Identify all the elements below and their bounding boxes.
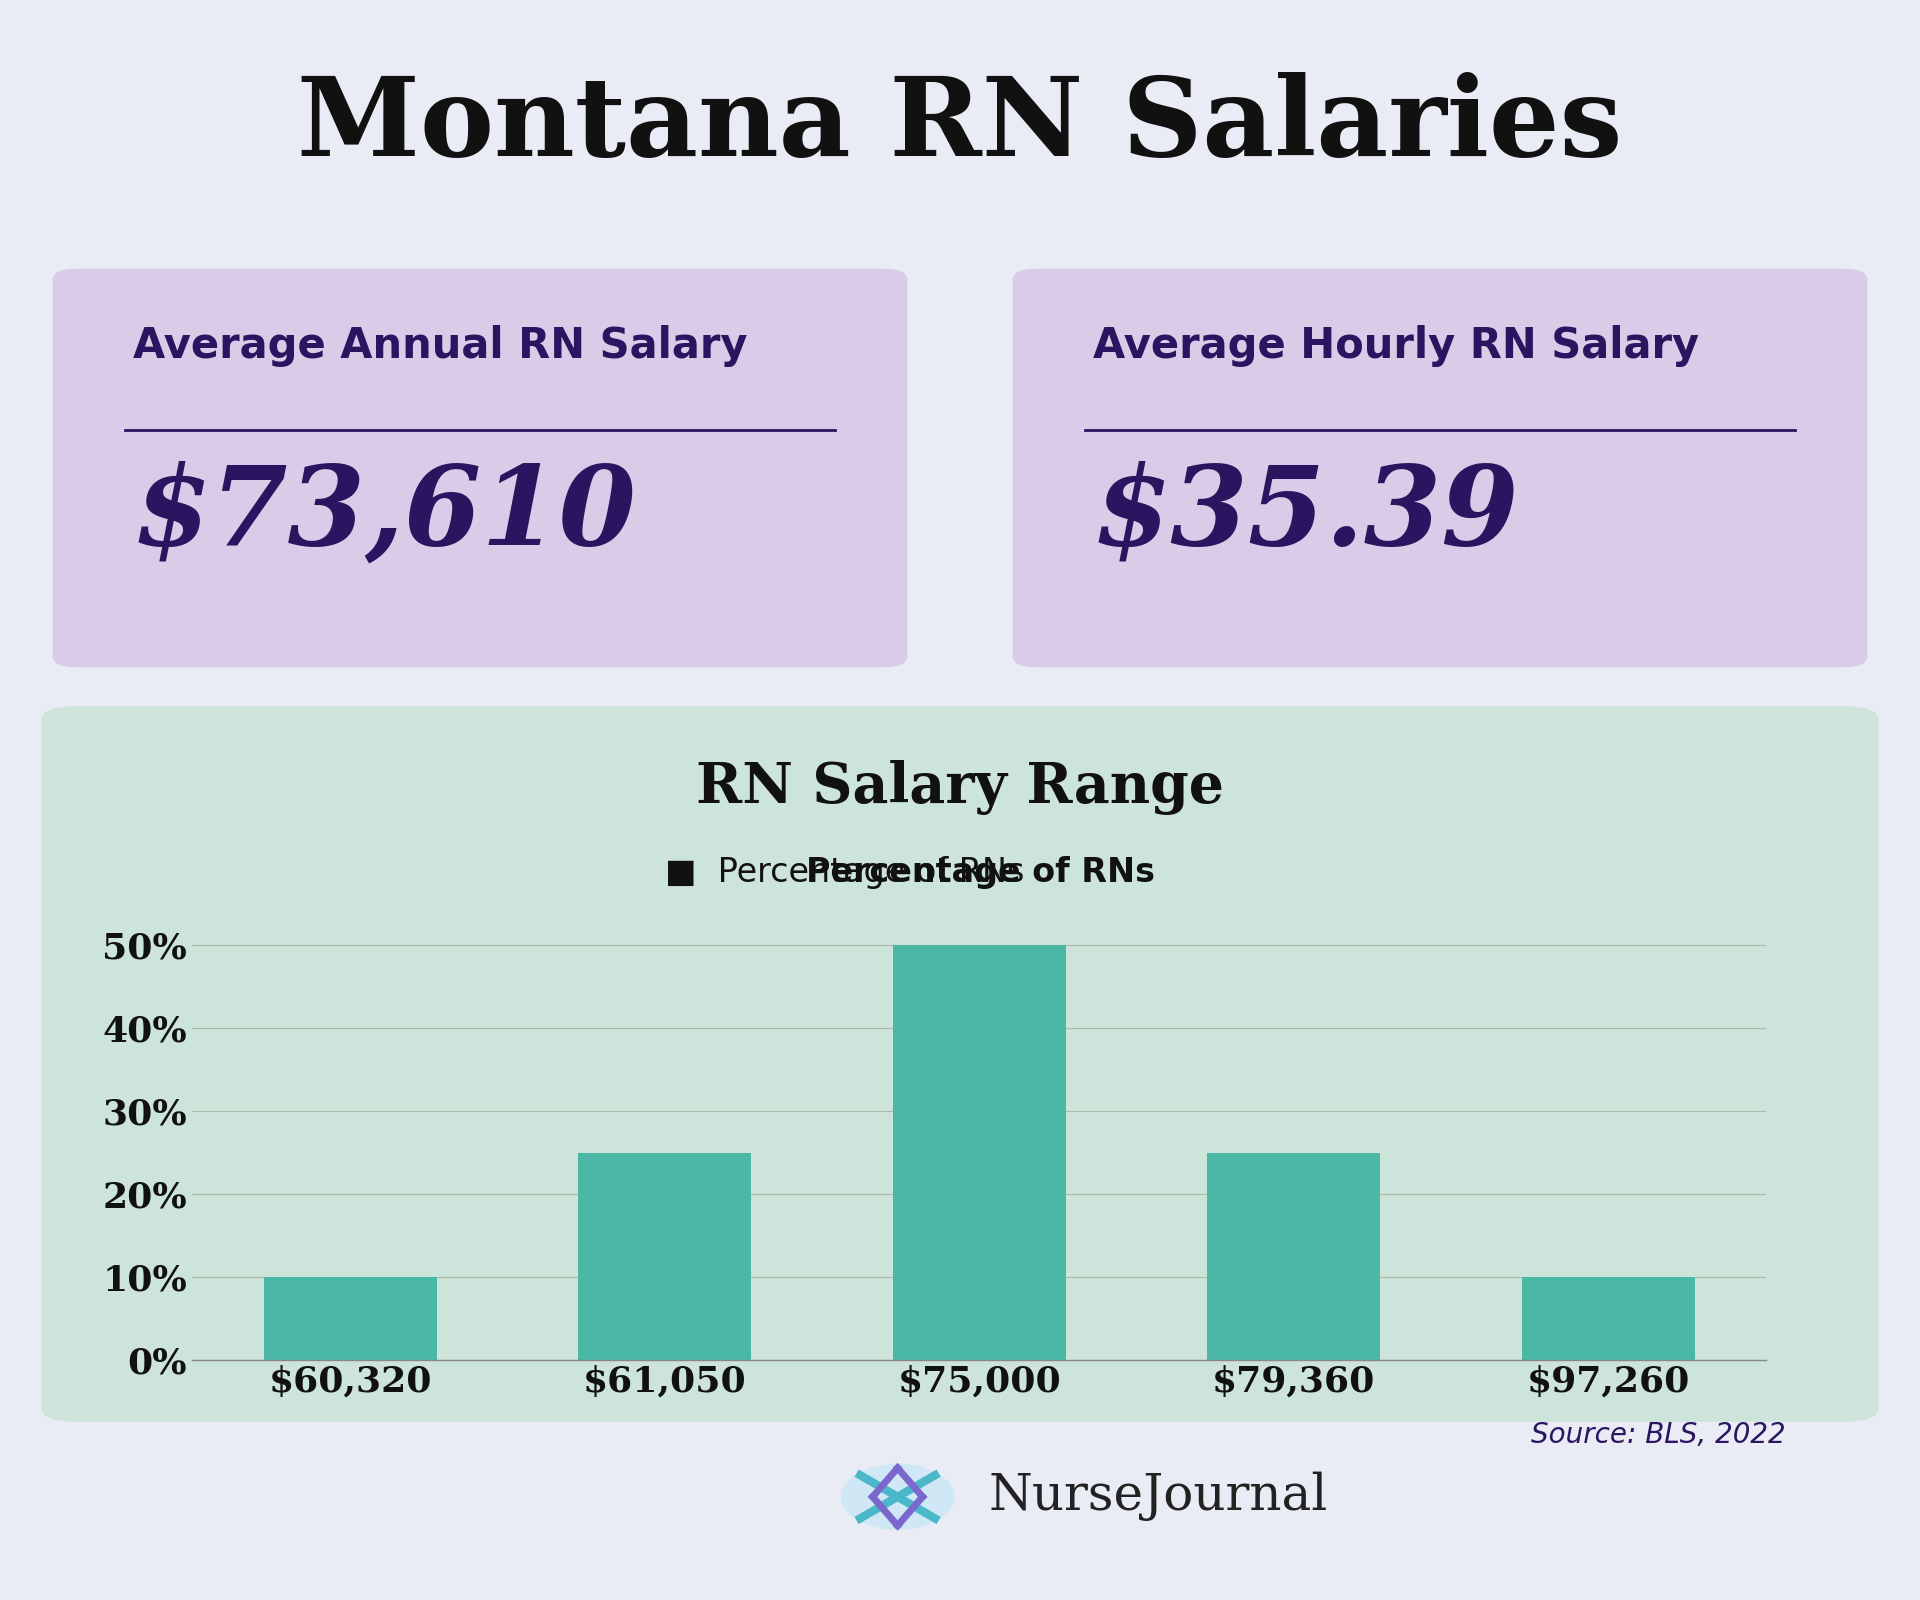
Text: Average Annual RN Salary: Average Annual RN Salary: [132, 325, 747, 366]
Bar: [1208, 1152, 1380, 1360]
FancyBboxPatch shape: [52, 269, 908, 667]
Bar: [1523, 1277, 1695, 1360]
Bar: [263, 1277, 436, 1360]
Text: ■  Percentage of RNs: ■ Percentage of RNs: [664, 856, 1025, 890]
Text: $73,610: $73,610: [132, 461, 636, 568]
Bar: [893, 946, 1066, 1360]
Text: RN Salary Range: RN Salary Range: [695, 760, 1225, 814]
Text: Average Hourly RN Salary: Average Hourly RN Salary: [1092, 325, 1699, 366]
Circle shape: [841, 1464, 954, 1530]
Text: NurseJournal: NurseJournal: [989, 1472, 1329, 1520]
FancyBboxPatch shape: [42, 706, 1878, 1422]
Bar: [578, 1152, 751, 1360]
Text: Montana RN Salaries: Montana RN Salaries: [298, 72, 1622, 179]
FancyBboxPatch shape: [1012, 269, 1868, 667]
Text: Source: BLS, 2022: Source: BLS, 2022: [1530, 1421, 1786, 1450]
Text: $35.39: $35.39: [1092, 461, 1519, 568]
Text: Percentage of RNs: Percentage of RNs: [806, 856, 1156, 890]
